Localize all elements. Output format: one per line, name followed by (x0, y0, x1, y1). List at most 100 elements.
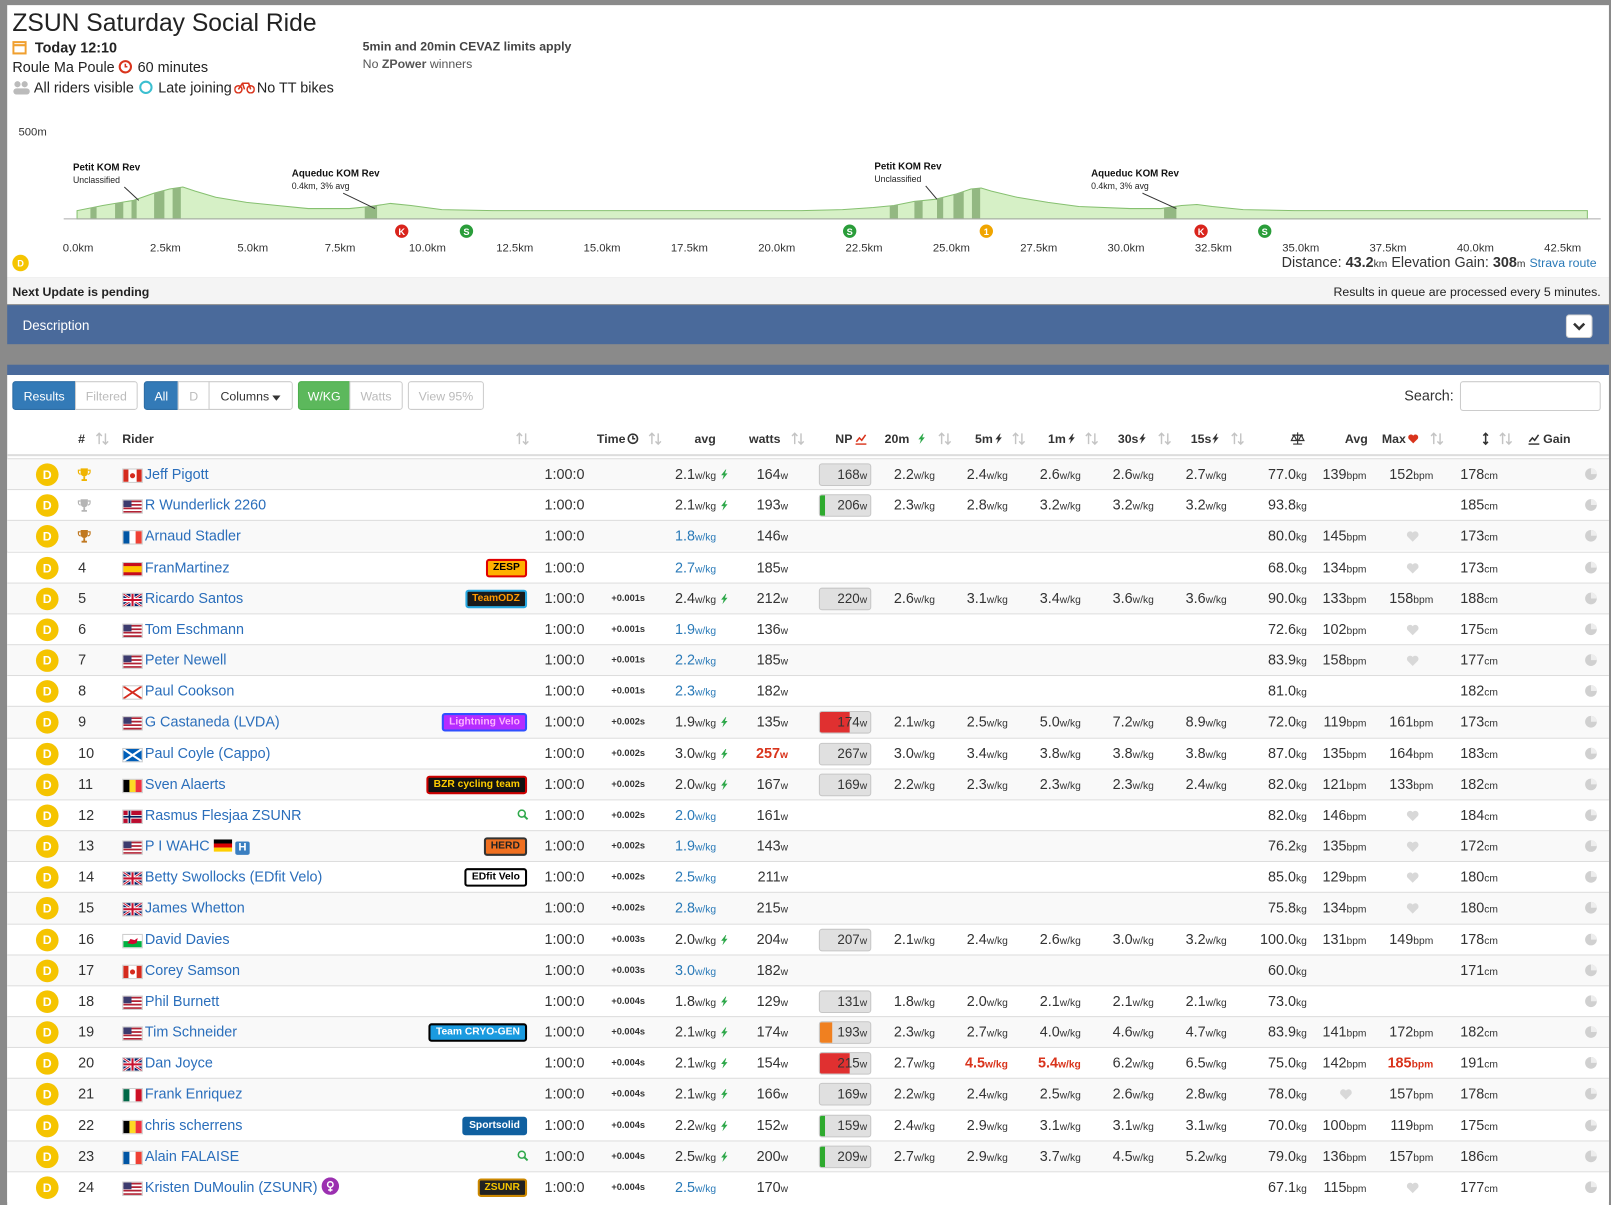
description-title[interactable]: Description (22, 317, 90, 333)
gain-icon[interactable] (1584, 498, 1597, 511)
category-filter[interactable]: D (177, 381, 210, 410)
expand-button[interactable] (1565, 314, 1593, 339)
rider-name-text[interactable]: Kristen DuMoulin (ZSUNR) (144, 1178, 318, 1195)
rider-name[interactable]: Tim Schneider (145, 1017, 237, 1047)
sort-toggle[interactable] (1085, 432, 1099, 446)
sort-toggle[interactable] (95, 432, 110, 446)
gain-icon[interactable] (1584, 777, 1597, 790)
all-filter[interactable]: All (143, 381, 179, 410)
rider-name-text[interactable]: Betty Swollocks (EDfit Velo) (144, 868, 323, 885)
watts-cell: 257w (756, 738, 788, 770)
rider-name-text[interactable]: R Wunderlick 2260 (144, 496, 267, 513)
sort-toggle[interactable] (791, 432, 805, 446)
sort-toggle[interactable] (1158, 432, 1172, 446)
rider-name[interactable]: Tom Eschmann (145, 614, 244, 644)
rider-name[interactable]: Peter Newell (145, 645, 227, 675)
hr_avg-value: 121 (1322, 775, 1347, 792)
rider-name[interactable]: G Castaneda (LVDA) (145, 707, 280, 737)
gain-icon[interactable] (1584, 1025, 1597, 1038)
rider-name-text[interactable]: Arnaud Stadler (144, 527, 241, 544)
gain-icon[interactable] (1584, 870, 1597, 883)
sort-toggle[interactable] (1499, 432, 1513, 446)
strava-link[interactable]: Strava route (1529, 255, 1597, 271)
rider-name-text[interactable]: Rasmus Flesjaa ZSUNR (144, 806, 302, 823)
gain-icon[interactable] (1584, 715, 1597, 728)
sort-toggle[interactable] (516, 432, 530, 446)
rider-name[interactable]: Betty Swollocks (EDfit Velo) (145, 862, 322, 892)
rider-name[interactable]: chris scherrens (145, 1110, 243, 1140)
rider-name-text[interactable]: Tom Eschmann (144, 620, 244, 637)
gain-icon[interactable] (1584, 746, 1597, 759)
sort-toggle[interactable] (938, 432, 952, 446)
gain-icon[interactable] (1584, 1118, 1597, 1131)
gain-icon[interactable] (1584, 1056, 1597, 1069)
gain-icon[interactable] (1584, 467, 1597, 480)
rider-name[interactable]: Corey Samson (145, 955, 240, 985)
rider-name-text[interactable]: Alain FALAISE (144, 1147, 240, 1164)
rider-name-text[interactable]: Corey Samson (144, 961, 240, 978)
wkg-toggle[interactable]: W/KG (297, 381, 351, 410)
rider-name[interactable]: FranMartinez (145, 552, 230, 582)
rider-name[interactable]: Kristen DuMoulin (ZSUNR) (144, 1172, 340, 1202)
rider-name[interactable]: James Whetton (145, 893, 245, 923)
gain-icon[interactable] (1584, 901, 1597, 914)
gain-icon[interactable] (1584, 529, 1597, 542)
rider-name-text[interactable]: Dan Joyce (144, 1054, 213, 1071)
gain-icon[interactable] (1584, 622, 1597, 635)
rider-name-text[interactable]: Jeff Pigott (144, 465, 209, 482)
search-input[interactable] (1459, 381, 1601, 411)
rider-name-text[interactable]: Peter Newell (144, 651, 227, 668)
filtered-tab[interactable]: Filtered (75, 381, 138, 410)
rider-name[interactable]: David Davies (145, 924, 230, 954)
gain-icon[interactable] (1584, 1180, 1597, 1193)
gain-icon[interactable] (1584, 684, 1597, 697)
sort-toggle[interactable] (1012, 432, 1026, 446)
gain-icon[interactable] (1584, 1087, 1597, 1100)
rider-name[interactable]: Paul Coyle (Cappo) (145, 738, 271, 768)
rider-name[interactable]: Jeff Pigott (145, 459, 209, 489)
results-tab[interactable]: Results (12, 381, 77, 410)
gain-icon[interactable] (1584, 932, 1597, 945)
rider-name-text[interactable]: Phil Burnett (144, 992, 220, 1009)
view-95-toggle[interactable]: View 95% (407, 381, 484, 410)
rider-name-text[interactable]: Paul Cookson (144, 682, 235, 699)
rider-name[interactable]: Arnaud Stadler (145, 521, 241, 551)
gain-icon[interactable] (1584, 963, 1597, 976)
rider-name-text[interactable]: Frank Enriquez (144, 1085, 243, 1102)
rider-name-text[interactable]: P I WAHC (144, 837, 210, 854)
gain-icon[interactable] (1584, 560, 1597, 573)
rider-name[interactable]: R Wunderlick 2260 (145, 490, 266, 520)
rider-name[interactable]: Dan Joyce (145, 1048, 213, 1078)
gain-icon[interactable] (1584, 591, 1597, 604)
rider-name-text[interactable]: Tim Schneider (144, 1023, 238, 1040)
rider-name-text[interactable]: Ricardo Santos (144, 589, 244, 606)
gain-icon[interactable] (1584, 994, 1597, 1007)
rider-name-text[interactable]: G Castaneda (LVDA) (144, 713, 280, 730)
rider-name[interactable]: P I WAHC H (145, 831, 250, 861)
rider-name[interactable]: Alain FALAISE (145, 1141, 239, 1171)
rider-name[interactable]: Ricardo Santos (145, 583, 243, 613)
rider-name-text[interactable]: chris scherrens (144, 1116, 243, 1133)
flag (122, 716, 143, 731)
gain-icon[interactable] (1584, 839, 1597, 852)
sort-toggle[interactable] (1231, 432, 1245, 446)
sort-toggle[interactable] (648, 432, 662, 446)
description-bar[interactable] (7, 305, 1609, 345)
rider-name[interactable]: Frank Enriquez (145, 1079, 243, 1109)
rider-name[interactable]: Rasmus Flesjaa ZSUNR (145, 800, 302, 830)
gain-icon[interactable] (1584, 1149, 1597, 1162)
rider-name-text[interactable]: David Davies (144, 930, 230, 947)
gain-icon[interactable] (1584, 808, 1597, 821)
gain-icon[interactable] (1584, 653, 1597, 666)
rider-name[interactable]: Sven Alaerts (145, 769, 226, 799)
rider-name-text[interactable]: Sven Alaerts (144, 775, 226, 792)
watts-toggle[interactable]: Watts (349, 381, 403, 410)
columns-menu[interactable]: Columns (208, 381, 293, 410)
sort-toggle[interactable] (1430, 432, 1444, 446)
rider-name-text[interactable]: FranMartinez (144, 558, 230, 575)
rider-name[interactable]: Phil Burnett (145, 986, 219, 1016)
rider-name-text[interactable]: Paul Coyle (Cappo) (144, 744, 271, 761)
rider-name[interactable]: Paul Cookson (145, 676, 235, 706)
rider-name-text[interactable]: James Whetton (144, 899, 245, 916)
hr_avg-value: 134 (1322, 899, 1347, 916)
